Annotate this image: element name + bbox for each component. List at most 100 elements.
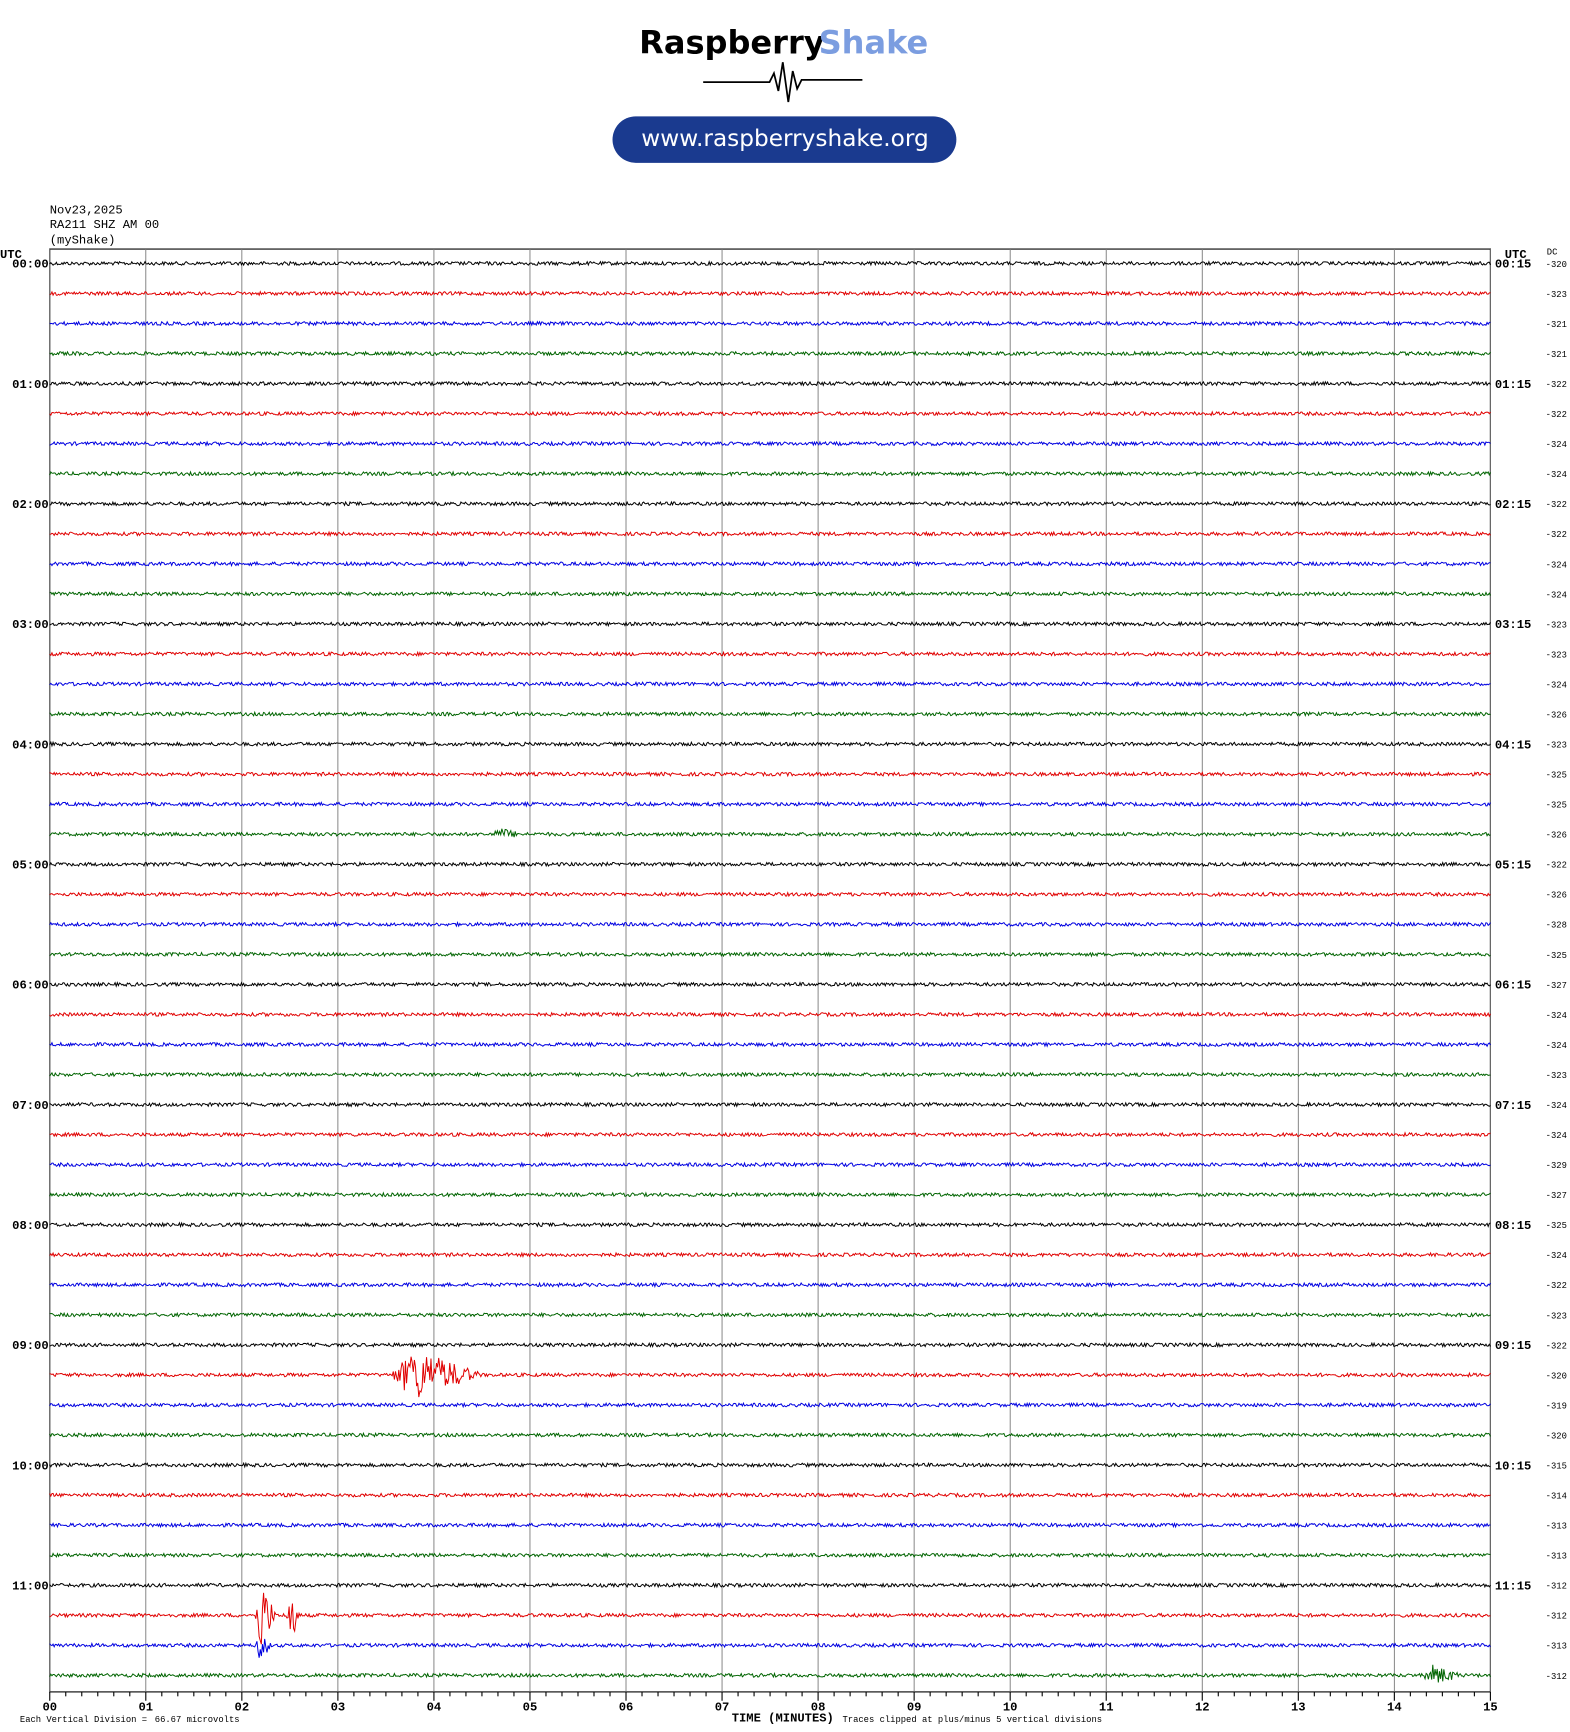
right-axis-title: UTC — [1505, 248, 1527, 262]
right-time-label: 10:15 — [1495, 1459, 1531, 1473]
x-tick-label: 10 — [1003, 1701, 1018, 1715]
trace — [49, 590, 1491, 598]
right-time-label: 06:15 — [1495, 979, 1531, 993]
dc-value: -322 — [1546, 380, 1567, 390]
dc-value: -325 — [1546, 951, 1567, 961]
left-time-label: 05:00 — [12, 859, 48, 873]
dc-value: -324 — [1546, 590, 1567, 600]
right-time-label: 11:15 — [1495, 1580, 1531, 1594]
trace — [49, 1664, 1491, 1683]
date: Nov23,2025 — [50, 204, 123, 218]
trace — [49, 740, 1491, 748]
left-time-label: 11:00 — [12, 1580, 48, 1594]
dc-value: -323 — [1546, 1071, 1567, 1081]
left-time-label: 03:00 — [12, 618, 48, 632]
trace — [49, 1582, 1491, 1589]
dc-value: -322 — [1546, 410, 1567, 420]
trace — [49, 921, 1491, 928]
dc-value: -327 — [1546, 981, 1567, 991]
dc-value: -324 — [1546, 1101, 1567, 1111]
trace — [49, 650, 1491, 658]
trace — [49, 560, 1491, 568]
left-time-label: 08:00 — [12, 1219, 48, 1233]
x-tick-label: 08 — [811, 1701, 826, 1715]
x-tick-label: 13 — [1291, 1701, 1306, 1715]
dc-value: -323 — [1546, 620, 1567, 630]
source: (myShake) — [50, 233, 116, 247]
trace — [49, 1161, 1491, 1168]
left-time-label: 10:00 — [12, 1459, 48, 1473]
trace — [49, 1461, 1491, 1469]
dc-value: -312 — [1546, 1612, 1567, 1622]
left-time-label: 00:00 — [12, 258, 48, 272]
dc-value: -320 — [1546, 1431, 1567, 1441]
left-time-label: 02:00 — [12, 498, 48, 512]
dc-value: -312 — [1546, 1582, 1567, 1592]
x-tick-label: 15 — [1483, 1701, 1498, 1715]
trace — [49, 290, 1491, 297]
trace — [49, 1356, 1491, 1398]
url: www.raspberryshake.org — [641, 125, 928, 152]
right-time-label: 02:15 — [1495, 498, 1531, 512]
trace — [49, 1191, 1491, 1198]
trace — [49, 950, 1491, 958]
trace — [49, 530, 1491, 538]
dc-value: -323 — [1546, 650, 1567, 660]
right-time-label: 01:15 — [1495, 378, 1531, 392]
plot-frame — [49, 248, 1491, 1693]
trace — [49, 1341, 1491, 1349]
trace — [49, 680, 1491, 688]
x-tick-label: 12 — [1195, 1701, 1210, 1715]
trace — [49, 981, 1491, 988]
dc-value: -324 — [1546, 1011, 1567, 1021]
trace — [49, 380, 1491, 387]
left-time-label: 01:00 — [12, 378, 48, 392]
x-tick-label: 00 — [42, 1701, 57, 1715]
trace — [49, 1401, 1491, 1409]
dc-value: -325 — [1546, 771, 1567, 781]
trace — [49, 1521, 1491, 1529]
trace — [49, 1221, 1491, 1229]
dc-value: -324 — [1546, 560, 1567, 570]
trace — [49, 620, 1491, 628]
scale-note: Each Vertical Division = — [20, 1715, 147, 1725]
trace — [49, 1552, 1491, 1559]
trace — [49, 861, 1491, 868]
trace — [49, 1491, 1491, 1499]
dc-value: -323 — [1546, 741, 1567, 751]
right-time-label: 05:15 — [1495, 859, 1531, 873]
dc-value: -323 — [1546, 290, 1567, 300]
left-time-label: 04:00 — [12, 738, 48, 752]
dc-value: -322 — [1546, 1341, 1567, 1351]
x-tick-label: 02 — [235, 1701, 250, 1715]
trace — [49, 470, 1491, 478]
right-time-label: 03:15 — [1495, 618, 1531, 632]
dc-value: -324 — [1546, 440, 1567, 450]
x-tick-label: 06 — [619, 1701, 634, 1715]
time-axis-title: TIME (MINUTES) — [732, 1712, 834, 1726]
right-time-label: 00:15 — [1495, 258, 1531, 272]
dc-value: -324 — [1546, 1131, 1567, 1141]
station: RA211 SHZ AM 00 — [50, 218, 159, 232]
trace — [49, 440, 1491, 447]
trace — [49, 1251, 1491, 1259]
brand-name-accent: Shake — [819, 24, 929, 62]
dc-value: -324 — [1546, 470, 1567, 480]
right-time-label: 07:15 — [1495, 1099, 1531, 1113]
x-tick-label: 09 — [907, 1701, 922, 1715]
trace — [49, 260, 1491, 267]
dc-value: -322 — [1546, 530, 1567, 540]
dc-value: -314 — [1546, 1492, 1567, 1502]
trace — [49, 770, 1491, 778]
trace — [49, 1041, 1491, 1048]
left-time-label: 09:00 — [12, 1339, 48, 1353]
trace — [49, 800, 1491, 808]
trace — [49, 1011, 1491, 1018]
left-axis-title: UTC — [0, 248, 22, 262]
trace — [49, 710, 1491, 718]
url-badge — [612, 116, 957, 163]
dc-value: -324 — [1546, 1041, 1567, 1051]
x-tick-label: 01 — [138, 1701, 153, 1715]
logo-squiggle — [703, 62, 863, 103]
